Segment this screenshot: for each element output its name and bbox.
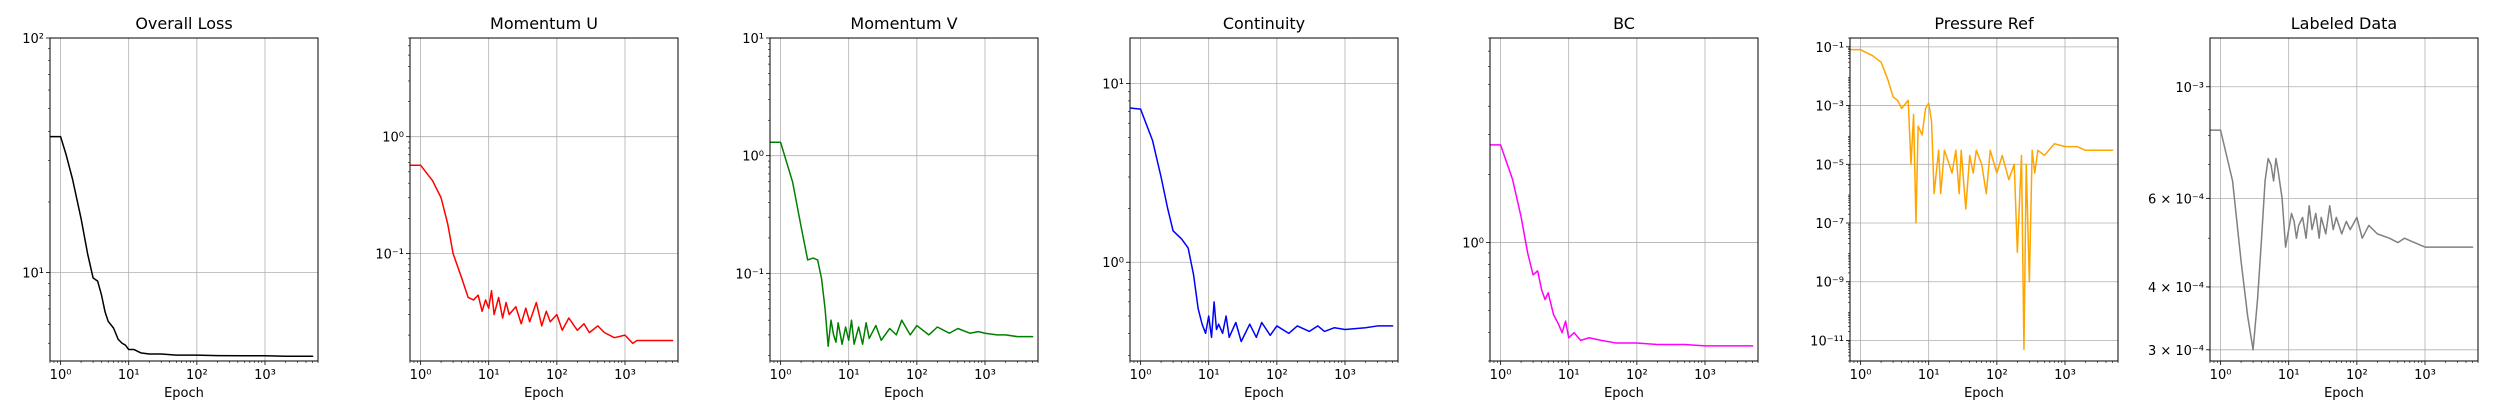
x-axis-label: Epoch [884, 386, 924, 400]
x-tick-label: 10⁰ [410, 368, 432, 383]
x-tick-label: 10³ [254, 368, 276, 383]
x-tick-label: 10⁰ [1130, 368, 1152, 383]
y-tick-label: 10² [22, 32, 44, 47]
x-axis-label: Epoch [1964, 386, 2004, 400]
subplot-2: 10⁰ 10¹ 10² 10³ 10⁻¹ 10⁰ Momentum U Epoch [375, 14, 679, 400]
subplot-7: 10⁰ 10¹ 10² 10³ 3 × 10⁻⁴ 4 × 10⁻⁴ 6 × 10⁻⁴ 10⁻³… [2148, 14, 2479, 400]
y-tick-label: 10⁰ [742, 150, 764, 165]
x-tick-label: 10¹ [118, 368, 140, 383]
y-tick-label: 10⁻⁵ [1815, 158, 1844, 173]
x-tick-label: 10⁰ [770, 368, 792, 383]
y-tick-label: 10¹ [1102, 78, 1124, 93]
x-tick-label: 10³ [1334, 368, 1356, 383]
x-tick-label: 10⁰ [2210, 368, 2232, 383]
subplot-title: Momentum U [490, 14, 598, 33]
subplot-title: Momentum V [850, 14, 957, 33]
y-tick-label: 10⁰ [382, 131, 404, 146]
subplot-5: 10⁰ 10¹ 10² 10³ 10⁰ BC Epoch [1462, 14, 1759, 400]
series-line [410, 164, 674, 345]
x-axis-label: Epoch [1604, 386, 1644, 400]
x-tick-label: 10³ [2414, 368, 2436, 383]
x-tick-label: 10³ [614, 368, 636, 383]
series-line [50, 135, 314, 358]
x-tick-label: 10¹ [1558, 368, 1580, 383]
subplot-4: 10⁰ 10¹ 10² 10³ 10⁰ 10¹ Continuity Epoch [1102, 14, 1399, 400]
x-axis-label: Epoch [164, 386, 204, 400]
x-tick-label: 10¹ [1198, 368, 1220, 383]
x-axis-label: Epoch [524, 386, 564, 400]
x-tick-label: 10³ [1694, 368, 1716, 383]
y-tick-label: 6 × 10⁻⁴ [2148, 192, 2204, 207]
y-tick-label: 3 × 10⁻⁴ [2148, 344, 2204, 359]
y-tick-label: 10⁻³ [2175, 81, 2204, 96]
axes-frame [2209, 37, 2479, 362]
y-tick-label: 10⁰ [1462, 237, 1484, 252]
x-tick-label: 10² [186, 368, 208, 383]
y-tick-label: 10⁻⁷ [1815, 217, 1844, 232]
x-tick-label: 10² [1266, 368, 1288, 383]
series-line [770, 141, 1034, 348]
x-tick-label: 10¹ [838, 368, 860, 383]
y-tick-label: 10⁻¹ [735, 267, 764, 282]
x-tick-label: 10² [1986, 368, 2008, 383]
x-tick-label: 10² [2346, 368, 2368, 383]
subplot-6: 10⁰ 10¹ 10² 10³ 10⁻¹¹ 10⁻⁹ 10⁻⁷ 10⁻⁵ 10⁻³ 10⁻¹ Pre… [1810, 14, 2119, 400]
axes-frame [1489, 37, 1759, 362]
x-tick-label: 10⁰ [50, 368, 72, 383]
axes-frame [49, 37, 319, 362]
series-line [2210, 129, 2474, 351]
axes-frame [1849, 37, 2119, 362]
axes-frame [1129, 37, 1399, 362]
subplot-title: Overall Loss [135, 14, 232, 33]
series-line [1130, 107, 1394, 343]
y-tick-label: 10⁻³ [1815, 100, 1844, 115]
series-line [1850, 48, 2114, 351]
subplot-title: Labeled Data [2291, 14, 2397, 33]
x-tick-label: 10¹ [478, 368, 500, 383]
subplot-1: 10⁰ 10¹ 10² 10³ 10¹ 10² Overall Loss Epoch [22, 14, 319, 400]
subplot-title: Pressure Ref [1934, 14, 2034, 33]
x-axis-label: Epoch [2324, 386, 2364, 400]
x-tick-label: 10² [906, 368, 928, 383]
subplot-title: BC [1613, 14, 1635, 33]
y-tick-label: 10¹ [22, 267, 44, 282]
y-tick-label: 10¹ [742, 32, 764, 47]
x-tick-label: 10¹ [2278, 368, 2300, 383]
y-tick-label: 10⁻⁹ [1815, 276, 1844, 291]
axes-frame [769, 37, 1039, 362]
x-tick-label: 10² [546, 368, 568, 383]
series-line [1490, 144, 1754, 347]
x-tick-label: 10² [1626, 368, 1648, 383]
x-tick-label: 10¹ [1918, 368, 1940, 383]
subplot-3: 10⁰ 10¹ 10² 10³ 10⁻¹ 10⁰ 10¹ Momentum V Epoch [735, 14, 1039, 400]
y-tick-label: 10⁰ [1102, 256, 1124, 271]
x-tick-label: 10⁰ [1850, 368, 1872, 383]
y-tick-label: 10⁻¹¹ [1810, 334, 1844, 349]
x-tick-label: 10³ [974, 368, 996, 383]
x-tick-label: 10³ [2054, 368, 2076, 383]
subplot-title: Continuity [1223, 14, 1305, 33]
x-tick-label: 10⁰ [1490, 368, 1512, 383]
y-tick-label: 4 × 10⁻⁴ [2148, 281, 2204, 296]
x-axis-label: Epoch [1244, 386, 1284, 400]
y-tick-label: 10⁻¹ [375, 247, 404, 262]
y-tick-label: 10⁻¹ [1815, 41, 1844, 56]
axes-frame [409, 37, 679, 362]
